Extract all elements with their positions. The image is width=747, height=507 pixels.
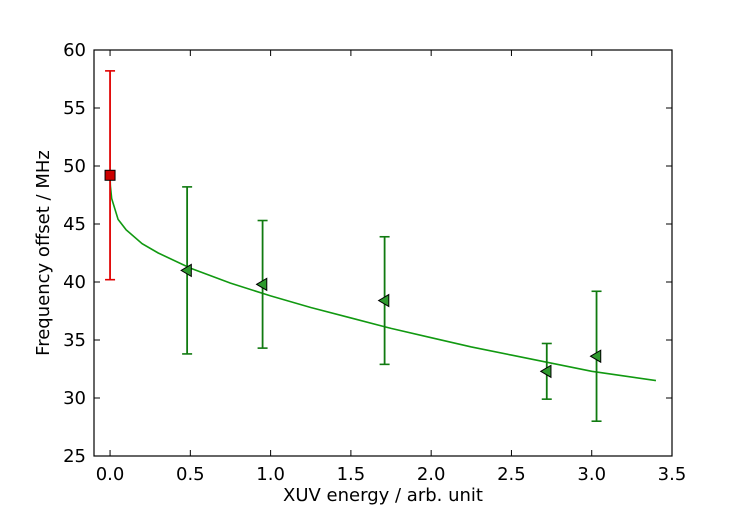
y-tick-label: 45 [63,214,86,235]
plot-frame [93,49,673,457]
x-tick-label: 3.5 [658,464,687,485]
data-point-triangle [255,277,268,292]
marker-group [104,169,602,379]
y-tick-label: 25 [63,446,86,467]
y-tick-label: 35 [63,330,86,351]
x-tick-label: 1.5 [337,464,366,485]
x-tick-label: 0.5 [176,464,205,485]
data-point-triangle [377,293,390,308]
x-tick-label: 3.0 [577,464,606,485]
y-tick-label: 60 [63,40,86,61]
x-tick-label: 1.0 [256,464,285,485]
data-point-triangle [539,364,552,379]
y-tick-label: 30 [63,388,86,409]
data-point-triangle [589,349,602,364]
fit-curve-group [109,175,657,382]
data-point-triangle [180,263,192,278]
x-tick-label: 2.0 [417,464,446,485]
x-tick-label: 0.0 [96,464,125,485]
tick-group: 0.0 0.5 1.0 1.5 2.0 2.5 3.0 3.5 25 30 35 40 45 50 55 60 [63,40,686,485]
y-tick-label: 40 [63,272,86,293]
y-axis-label: Frequency offset / MHz [33,150,54,356]
fit-curve [109,175,657,382]
x-tick-label: 2.5 [497,464,526,485]
y-tick-label: 50 [63,156,86,177]
x-axis-label: XUV energy / arb. unit [283,485,483,506]
data-point-square [104,169,116,181]
y-tick-label: 55 [63,98,86,119]
errorbar-group [105,70,602,423]
